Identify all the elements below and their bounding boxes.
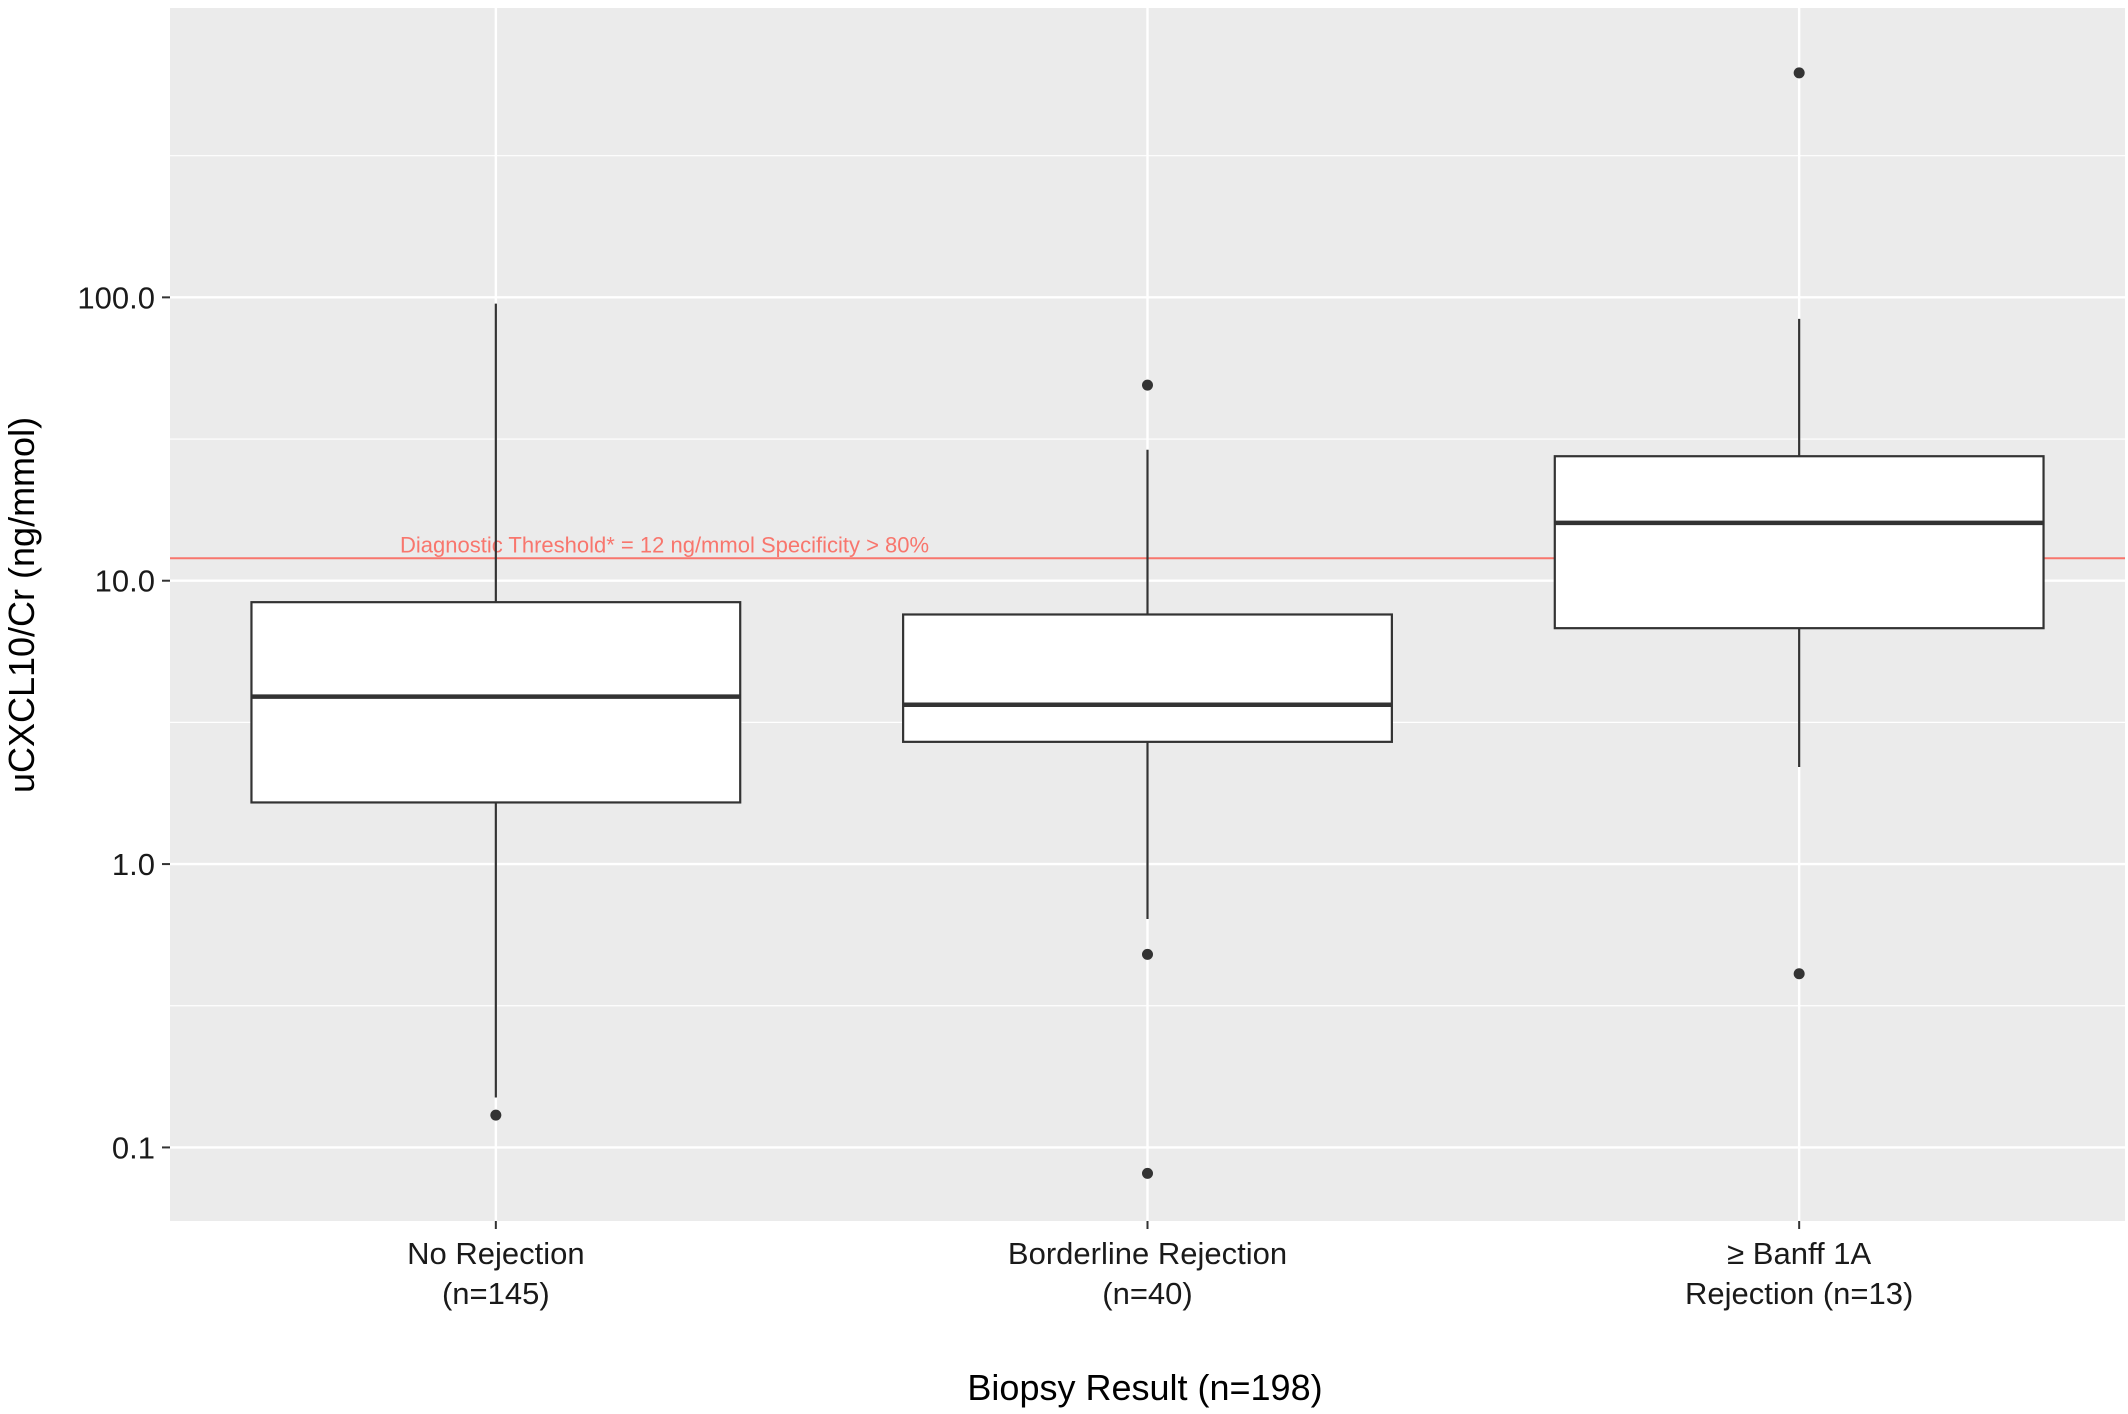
box-2 <box>1553 67 2045 980</box>
x-tick-label: No Rejection <box>407 1236 584 1271</box>
x-tick-label: (n=145) <box>442 1276 550 1311</box>
box-iqr <box>250 601 742 804</box>
outlier-point <box>1142 379 1153 391</box>
x-tick-label: (n=40) <box>1102 1276 1192 1311</box>
outlier-point <box>490 1109 502 1121</box>
x-tick-label: Rejection (n=13) <box>1685 1276 1913 1311</box>
y-tick-label: 10.0 <box>95 564 155 599</box>
y-tick-label: 0.1 <box>112 1130 155 1165</box>
box-iqr <box>902 613 1393 743</box>
y-axis-ticks: 0.1 1.0 10.0 100.0 <box>77 280 170 1165</box>
outlier-point <box>1142 948 1153 960</box>
outlier-point <box>1793 968 1805 980</box>
x-tick-label: Borderline Rejection <box>1008 1236 1287 1271</box>
box-1 <box>902 379 1393 1179</box>
outlier-point <box>1142 1167 1153 1179</box>
outlier-point <box>1793 67 1805 79</box>
x-axis-title: Biopsy Result (n=198) <box>967 1367 1322 1408</box>
threshold-label: Diagnostic Threshold* = 12 ng/mmol Speci… <box>400 532 929 557</box>
x-axis-ticks: No Rejection (n=145) Borderline Rejection (… <box>407 1221 1913 1311</box>
x-tick-label: ≥ Banff 1A <box>1727 1236 1871 1271</box>
box-0 <box>250 303 742 1121</box>
y-axis-title: uCXCL10/Cr (ng/mmol) <box>1 417 42 793</box>
boxes <box>250 67 2045 1179</box>
y-tick-label: 100.0 <box>77 280 155 315</box>
box-iqr <box>1553 455 2045 630</box>
y-tick-label: 1.0 <box>112 847 155 882</box>
